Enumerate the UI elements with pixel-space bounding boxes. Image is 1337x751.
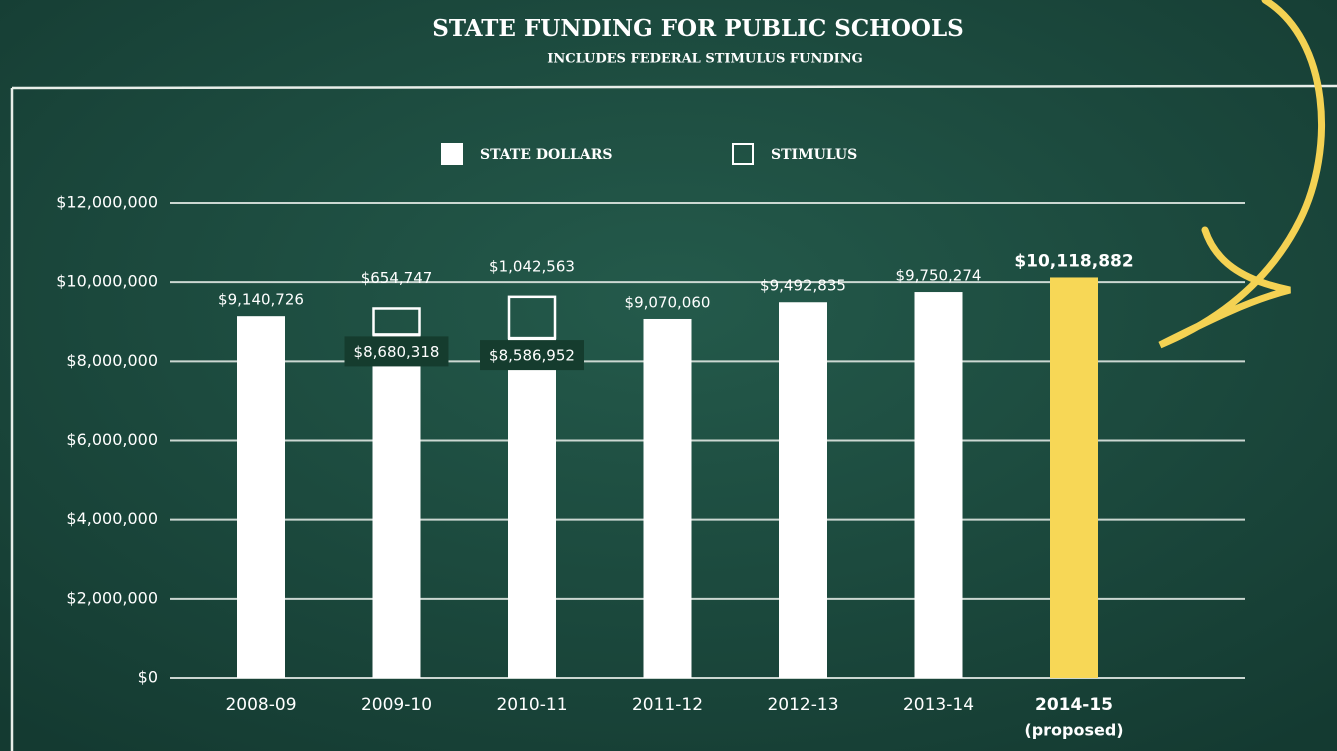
bar <box>372 334 421 678</box>
arrow-decoration <box>1158 0 1325 349</box>
y-tick-label: $12,000,000 <box>56 193 158 212</box>
y-tick-label: $8,000,000 <box>66 351 158 370</box>
x-tick-label: 2010-11 <box>496 695 567 715</box>
y-tick-label: $0 <box>138 668 158 687</box>
bar <box>508 338 556 678</box>
stimulus-bar <box>372 307 421 336</box>
bar <box>914 292 963 678</box>
stimulus-bar <box>507 295 557 340</box>
x-tick-label: 2011-12 <box>632 695 703 715</box>
y-tick-label: $4,000,000 <box>66 509 158 528</box>
label-box <box>344 336 449 367</box>
y-tick-label: $2,000,000 <box>66 588 158 607</box>
value-label: $8,680,318 <box>354 343 440 361</box>
value-label: $9,492,835 <box>760 277 846 295</box>
x-tick-label: 2009-10 <box>361 695 432 715</box>
value-label: $10,118,882 <box>1014 251 1133 271</box>
legend-swatch <box>441 143 463 165</box>
bar <box>1050 277 1098 678</box>
bar <box>643 318 692 678</box>
frame <box>10 84 1337 751</box>
chart-title: STATE FUNDING FOR PUBLIC SCHOOLS <box>432 15 964 42</box>
y-tick-label: $10,000,000 <box>56 272 158 291</box>
legend-label: STATE DOLLARS <box>480 147 612 163</box>
x-tick-label: 2008-09 <box>225 695 296 715</box>
value-label: $9,750,274 <box>896 267 982 285</box>
bar <box>779 302 827 678</box>
x-tick-label: 2012-13 <box>767 695 838 715</box>
legend-label: STIMULUS <box>771 147 857 163</box>
y-tick-label: $6,000,000 <box>66 430 158 449</box>
value-label: $9,140,726 <box>218 291 304 309</box>
bar <box>237 316 285 678</box>
value-label: $1,042,563 <box>489 257 575 275</box>
legend-swatch <box>732 143 754 165</box>
chart-subtitle: INCLUDES FEDERAL STIMULUS FUNDING <box>547 52 862 67</box>
x-tick-note: (proposed) <box>1024 721 1123 740</box>
x-tick-label: 2014-15 <box>1035 695 1113 715</box>
label-box <box>480 340 584 371</box>
value-label: $8,586,952 <box>489 347 575 365</box>
x-tick-label: 2013-14 <box>903 695 974 715</box>
value-label: $9,070,060 <box>625 293 711 311</box>
value-label: $654,747 <box>361 269 433 287</box>
